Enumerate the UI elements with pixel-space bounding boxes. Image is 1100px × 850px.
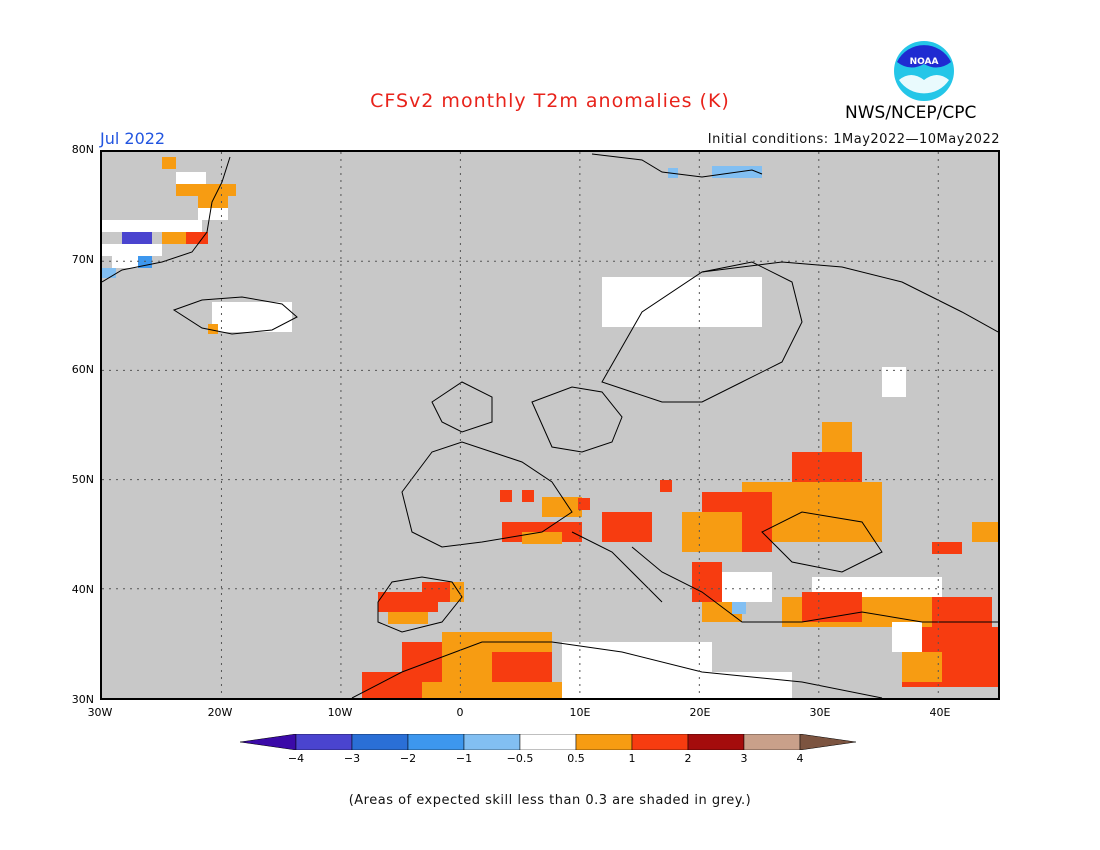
colorbar-label: 3 <box>740 752 748 765</box>
colorbar-segment <box>631 733 689 751</box>
lon-label: 10W <box>327 706 353 719</box>
eastern-europe-anomaly <box>682 422 998 554</box>
colorbar-label: −0.5 <box>506 752 534 765</box>
colorbar <box>239 733 860 751</box>
colorbar-label: 1 <box>628 752 636 765</box>
france-anomaly-2 <box>522 490 534 502</box>
colorbar-segment <box>295 733 353 751</box>
lon-label: 20W <box>207 706 233 719</box>
colorbar-segment <box>463 733 521 751</box>
france-anomaly-1 <box>500 490 512 502</box>
colorbar-segment <box>407 733 465 751</box>
skill-footnote: (Areas of expected skill less than 0.3 a… <box>348 793 752 808</box>
lon-label: 0 <box>456 706 464 719</box>
colorbar-segment <box>239 733 297 751</box>
colorbar-label: 0.5 <box>567 752 585 765</box>
noaa-logo: NOAA <box>893 40 955 102</box>
lat-label: 40N <box>71 583 94 596</box>
lat-label: 80N <box>71 143 94 156</box>
coastlines <box>351 261 998 698</box>
colorbar-label: −2 <box>399 752 417 765</box>
lon-label: 30E <box>809 706 831 719</box>
colorbar-label: 4 <box>796 752 804 765</box>
map-canvas <box>102 152 998 698</box>
scandinavia-neutral <box>602 277 762 327</box>
lon-label: 30W <box>87 706 113 719</box>
colorbar-segment <box>687 733 745 751</box>
iceland-anomaly <box>172 296 298 335</box>
month-label: Jul 2022 <box>100 129 166 148</box>
colorbar-segment <box>743 733 801 751</box>
lat-label: 50N <box>71 473 94 486</box>
colorbar-segment <box>351 733 409 751</box>
map-gridlines <box>102 152 998 698</box>
russia-neutral-patch <box>882 367 906 397</box>
colorbar-segment <box>575 733 633 751</box>
logo-text: NOAA <box>910 57 939 67</box>
initial-conditions: Initial conditions: 1May2022—10May2022 <box>707 132 1000 147</box>
anomaly-map <box>100 150 1000 700</box>
lat-label: 30N <box>71 693 94 706</box>
north-africa-anomaly <box>362 632 792 698</box>
turkey-anomaly <box>782 577 998 687</box>
balkans-anomaly <box>502 497 772 622</box>
lat-label: 70N <box>71 253 94 266</box>
lat-label: 60N <box>71 363 94 376</box>
iberia-anomaly <box>378 582 464 624</box>
greenland-anomaly <box>102 156 236 283</box>
lon-label: 10E <box>569 706 591 719</box>
agency-label: NWS/NCEP/CPC <box>845 103 977 123</box>
map-title: CFSv2 monthly T2m anomalies (K) <box>370 90 730 112</box>
colorbar-segment <box>519 733 577 751</box>
alps-anomaly <box>660 480 672 492</box>
colorbar-label: 2 <box>684 752 692 765</box>
colorbar-canvas <box>239 733 857 751</box>
colorbar-label: −1 <box>455 752 473 765</box>
france-anomaly-3 <box>578 498 590 510</box>
svalbard-anomaly <box>591 153 763 178</box>
colorbar-label: −3 <box>343 752 361 765</box>
colorbar-label: −4 <box>287 752 305 765</box>
colorbar-segment <box>799 733 857 751</box>
lon-label: 40E <box>929 706 951 719</box>
lon-label: 20E <box>689 706 711 719</box>
